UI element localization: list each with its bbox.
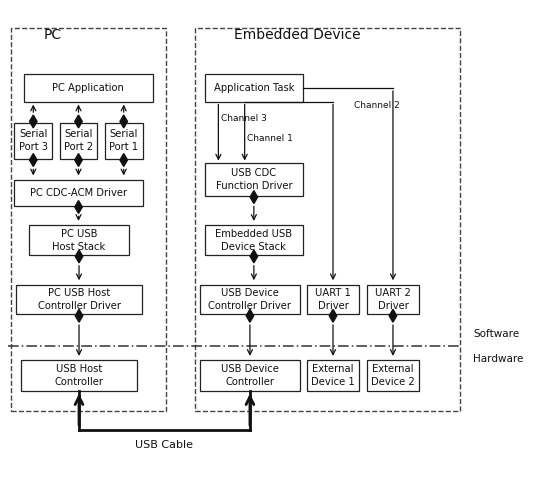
Polygon shape — [75, 250, 83, 263]
Text: USB Cable: USB Cable — [136, 440, 194, 450]
Bar — [16, 284, 142, 314]
Polygon shape — [329, 310, 337, 322]
Text: UART 2
Driver: UART 2 Driver — [375, 288, 411, 311]
Text: Serial
Port 1: Serial Port 1 — [109, 130, 138, 152]
Polygon shape — [250, 250, 258, 263]
Text: Serial
Port 2: Serial Port 2 — [64, 130, 93, 152]
Text: Embedded Device: Embedded Device — [234, 28, 360, 42]
Text: Application Task: Application Task — [214, 83, 294, 93]
Text: Hardware: Hardware — [473, 354, 524, 364]
Text: Serial
Port 3: Serial Port 3 — [19, 130, 48, 152]
Bar — [205, 74, 302, 102]
Polygon shape — [246, 310, 254, 322]
Bar — [15, 123, 52, 158]
Polygon shape — [250, 190, 258, 203]
Text: Channel 1: Channel 1 — [247, 134, 293, 143]
Bar — [205, 226, 302, 255]
Bar — [11, 28, 166, 410]
Polygon shape — [75, 154, 82, 166]
Bar — [105, 123, 143, 158]
Text: Embedded USB
Device Stack: Embedded USB Device Stack — [215, 228, 293, 252]
Bar — [200, 360, 300, 391]
Bar — [200, 284, 300, 314]
Text: UART 1
Driver: UART 1 Driver — [315, 288, 351, 311]
Bar — [15, 180, 143, 206]
Polygon shape — [75, 310, 83, 322]
Bar — [307, 360, 359, 391]
Text: Software: Software — [473, 329, 520, 339]
Text: USB Host
Controller: USB Host Controller — [54, 364, 103, 387]
Text: Channel 2: Channel 2 — [353, 101, 399, 110]
Bar — [60, 123, 97, 158]
Bar — [307, 284, 359, 314]
Bar — [367, 284, 419, 314]
Bar — [205, 164, 302, 196]
Text: PC Application: PC Application — [52, 83, 124, 93]
Bar — [29, 226, 129, 255]
Text: External
Device 2: External Device 2 — [371, 364, 415, 387]
Polygon shape — [389, 310, 397, 322]
Polygon shape — [30, 154, 37, 166]
Text: PC: PC — [44, 28, 62, 42]
Bar — [21, 360, 137, 391]
Text: PC USB
Host Stack: PC USB Host Stack — [52, 228, 105, 252]
Text: USB Device
Controller: USB Device Controller — [221, 364, 279, 387]
Polygon shape — [120, 154, 128, 166]
Text: Channel 3: Channel 3 — [221, 114, 267, 124]
Text: PC CDC-ACM Driver: PC CDC-ACM Driver — [30, 188, 127, 198]
Polygon shape — [75, 115, 82, 128]
Bar — [367, 360, 419, 391]
Text: External
Device 1: External Device 1 — [311, 364, 355, 387]
Text: USB CDC
Function Driver: USB CDC Function Driver — [216, 168, 292, 191]
Text: PC USB Host
Controller Driver: PC USB Host Controller Driver — [38, 288, 121, 311]
Polygon shape — [120, 115, 128, 128]
Polygon shape — [75, 200, 82, 213]
Text: USB Device
Controller Driver: USB Device Controller Driver — [208, 288, 292, 311]
Polygon shape — [30, 115, 37, 128]
Bar — [24, 74, 153, 102]
Bar — [195, 28, 461, 410]
